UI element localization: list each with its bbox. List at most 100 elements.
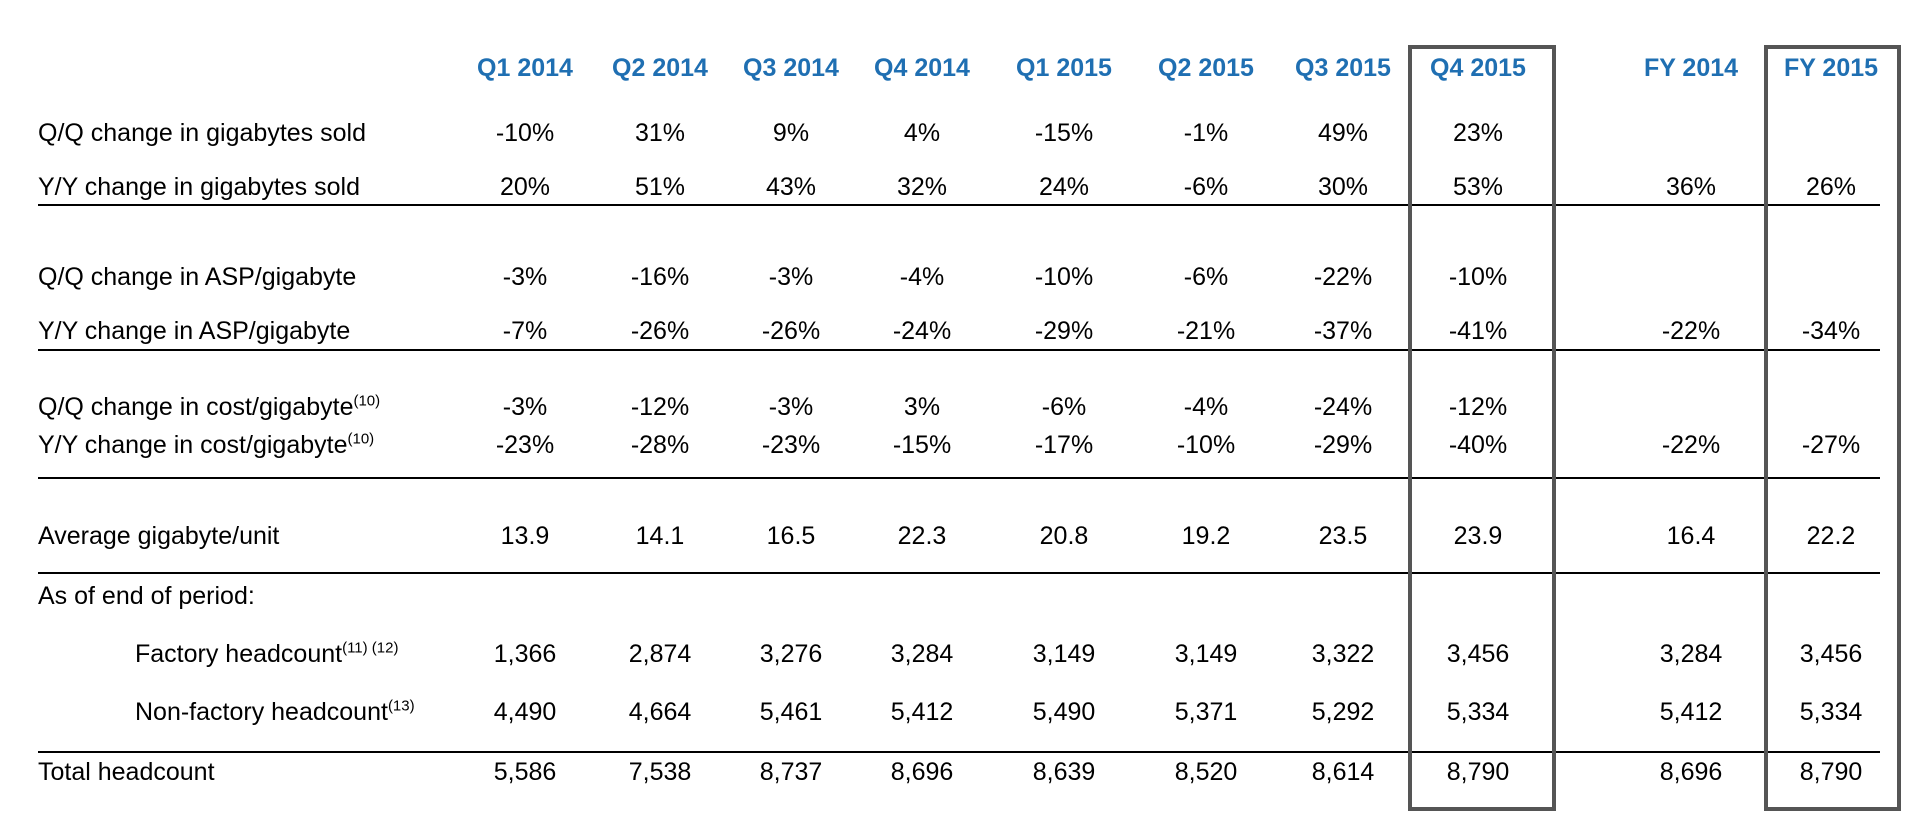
table-cell: -40% [1448, 431, 1508, 459]
table-cell: 3% [903, 393, 941, 421]
table-cell: -6% [1183, 263, 1229, 291]
table-cell: 8,614 [1311, 758, 1375, 786]
table-cell: 5,586 [493, 758, 557, 786]
table-cell: -22% [1661, 317, 1721, 345]
table-cell: -23% [495, 431, 555, 459]
table-cell: 22.3 [897, 522, 947, 550]
row-label: Y/Y change in ASP/gigabyte [38, 314, 350, 348]
footnote-marker: (13) [387, 697, 415, 715]
table-cell: 22.2 [1806, 522, 1856, 550]
footnote-marker: (10) [347, 430, 375, 448]
column-header: Q1 2014 [477, 54, 573, 82]
table-cell: 14.1 [635, 522, 685, 550]
table-cell: 3,149 [1174, 640, 1238, 668]
table-cell: -10% [1034, 263, 1094, 291]
table-cell: -6% [1183, 173, 1229, 201]
divider [38, 572, 1880, 574]
table-cell: 4% [903, 119, 941, 147]
table-cell: 5,490 [1032, 698, 1096, 726]
row-label: Factory headcount(11) (12) [135, 637, 398, 671]
divider [38, 204, 1880, 206]
table-cell: 3,284 [890, 640, 954, 668]
table-cell: 23.5 [1318, 522, 1368, 550]
table-cell: -15% [1034, 119, 1094, 147]
row-label-text: Total headcount [38, 758, 215, 786]
row-label: Y/Y change in gigabytes sold [38, 170, 360, 204]
table-cell: 20% [499, 173, 551, 201]
row-label: Q/Q change in cost/gigabyte(10) [38, 390, 380, 424]
row-label: Q/Q change in gigabytes sold [38, 116, 366, 150]
row-label-text: Average gigabyte/unit [38, 522, 280, 550]
q4-2015-highlight-box [1408, 45, 1556, 811]
table-cell: 3,149 [1032, 640, 1096, 668]
table-cell: -3% [768, 263, 814, 291]
row-label-text: Q/Q change in ASP/gigabyte [38, 263, 357, 291]
table-cell: -12% [630, 393, 690, 421]
column-header: Q3 2015 [1295, 54, 1391, 82]
table-cell: 53% [1452, 173, 1504, 201]
divider [38, 477, 1880, 479]
table-cell: 8,790 [1799, 758, 1863, 786]
table-cell: -28% [630, 431, 690, 459]
divider [38, 349, 1880, 351]
column-header: Q2 2014 [612, 54, 708, 82]
table-cell: -16% [630, 263, 690, 291]
table-cell: -6% [1041, 393, 1087, 421]
column-header: Q1 2015 [1016, 54, 1112, 82]
table-cell: -34% [1801, 317, 1861, 345]
row-label: Q/Q change in ASP/gigabyte [38, 260, 356, 294]
table-cell: 9% [772, 119, 810, 147]
table-cell: -24% [1313, 393, 1373, 421]
column-header: FY 2015 [1783, 54, 1879, 82]
table-cell: -10% [1176, 431, 1236, 459]
table-cell: 32% [896, 173, 948, 201]
column-header: Q4 2014 [874, 54, 970, 82]
table-cell: -15% [892, 431, 952, 459]
table-cell: 3,276 [759, 640, 823, 668]
row-label-text: As of end of period: [38, 582, 255, 610]
row-label-text: Q/Q change in gigabytes sold [38, 119, 366, 147]
table-cell: 49% [1317, 119, 1369, 147]
table-cell: -3% [768, 393, 814, 421]
divider [38, 751, 1880, 753]
row-label: Average gigabyte/unit [38, 519, 279, 553]
table-cell: 23.9 [1453, 522, 1503, 550]
table-cell: 5,371 [1174, 698, 1238, 726]
table-cell: -29% [1034, 317, 1094, 345]
table-cell: -27% [1801, 431, 1861, 459]
table-cell: -7% [502, 317, 548, 345]
table-cell: -24% [892, 317, 952, 345]
row-label-text: Factory headcount [135, 640, 343, 668]
fy-2015-highlight-box [1764, 45, 1901, 811]
table-cell: 8,737 [759, 758, 823, 786]
table-cell: -23% [761, 431, 821, 459]
table-cell: 5,334 [1446, 698, 1510, 726]
row-label-text: Y/Y change in gigabytes sold [38, 173, 360, 201]
table-cell: 16.5 [766, 522, 816, 550]
table-cell: -10% [1448, 263, 1508, 291]
table-cell: 26% [1805, 173, 1857, 201]
table-cell: 1,366 [493, 640, 557, 668]
column-header: FY 2014 [1643, 54, 1739, 82]
table-cell: -37% [1313, 317, 1373, 345]
row-label-text: Y/Y change in ASP/gigabyte [38, 317, 351, 345]
table-cell: 8,520 [1174, 758, 1238, 786]
table-cell: 4,490 [493, 698, 557, 726]
row-label: Total headcount [38, 755, 215, 789]
table-cell: 5,334 [1799, 698, 1863, 726]
table-cell: 3,456 [1799, 640, 1863, 668]
table-cell: 16.4 [1666, 522, 1716, 550]
table-cell: -29% [1313, 431, 1373, 459]
table-cell: -4% [1183, 393, 1229, 421]
table-cell: 2,874 [628, 640, 692, 668]
table-cell: -41% [1448, 317, 1508, 345]
table-cell: 24% [1038, 173, 1090, 201]
table-cell: 30% [1317, 173, 1369, 201]
column-header: Q2 2015 [1158, 54, 1254, 82]
table-cell: 8,790 [1446, 758, 1510, 786]
table-cell: 3,322 [1311, 640, 1375, 668]
table-cell: 31% [634, 119, 686, 147]
footnote-marker: (11) (12) [342, 639, 399, 657]
table-cell: -22% [1313, 263, 1373, 291]
table-cell: 7,538 [628, 758, 692, 786]
